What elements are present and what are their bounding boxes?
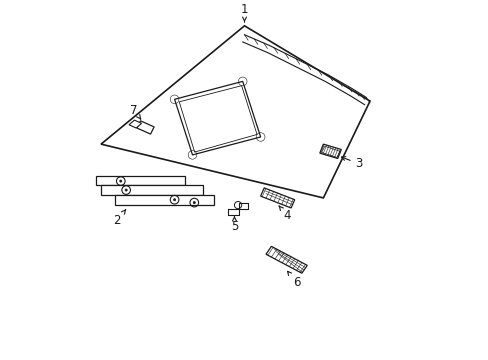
Text: 5: 5 (230, 217, 238, 233)
Text: 3: 3 (341, 157, 362, 170)
Text: 4: 4 (279, 206, 291, 222)
Polygon shape (115, 195, 214, 205)
Polygon shape (174, 81, 260, 155)
Polygon shape (101, 185, 203, 195)
Text: 2: 2 (113, 210, 125, 227)
Polygon shape (101, 26, 369, 198)
Circle shape (125, 189, 127, 191)
Circle shape (173, 199, 175, 201)
Polygon shape (319, 144, 341, 158)
Text: 7: 7 (130, 104, 141, 119)
Circle shape (120, 180, 122, 182)
Polygon shape (96, 176, 185, 185)
Text: 1: 1 (240, 3, 248, 22)
Polygon shape (260, 188, 294, 208)
Polygon shape (137, 121, 154, 134)
Circle shape (193, 202, 195, 204)
Polygon shape (129, 120, 142, 128)
Polygon shape (228, 203, 247, 215)
Text: 6: 6 (287, 271, 300, 289)
Polygon shape (265, 246, 306, 273)
